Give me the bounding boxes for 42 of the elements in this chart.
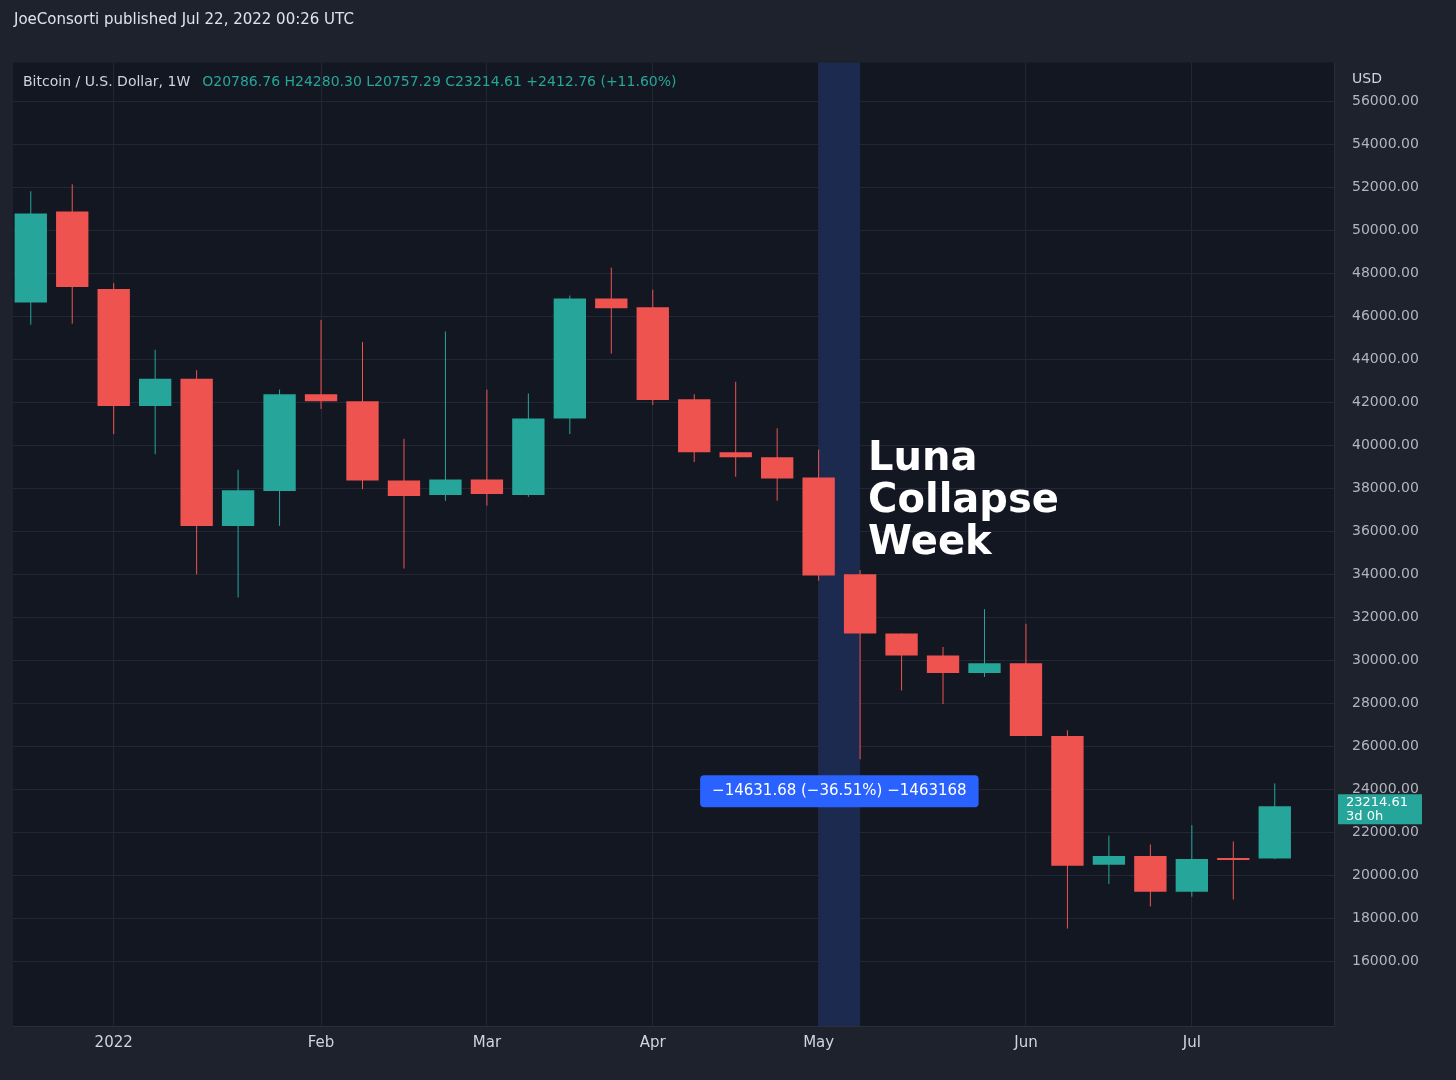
y-tick-label: 48000.00 bbox=[1352, 263, 1419, 280]
annotation: −14631.68 (−36.51%) −1463168 bbox=[712, 781, 967, 800]
y-tick-label: 20000.00 bbox=[1352, 866, 1419, 883]
y-tick-label: 42000.00 bbox=[1352, 392, 1419, 409]
y-tick-label: 40000.00 bbox=[1352, 435, 1419, 452]
x-tick-label: Mar bbox=[472, 1032, 502, 1051]
y-axis-title: USD bbox=[1352, 70, 1382, 87]
y-tick-label: 46000.00 bbox=[1352, 306, 1419, 323]
annotation: Luna Collapse Week bbox=[868, 432, 1059, 563]
y-tick-label: 44000.00 bbox=[1352, 349, 1419, 366]
candlestick bbox=[968, 608, 1001, 678]
y-tick-label: 52000.00 bbox=[1352, 177, 1419, 194]
y-tick-label: 22000.00 bbox=[1352, 823, 1419, 840]
candlestick bbox=[595, 267, 628, 355]
candlestick bbox=[387, 438, 421, 570]
y-tick-label: 56000.00 bbox=[1352, 91, 1419, 108]
y-tick-label: 36000.00 bbox=[1352, 521, 1419, 538]
candlestick bbox=[470, 389, 504, 507]
text: 3d 0h bbox=[1346, 807, 1384, 823]
x-tick-label: May bbox=[803, 1032, 835, 1051]
y-tick-label: 28000.00 bbox=[1352, 694, 1419, 711]
text: Bitcoin / U.S. Dollar, 1W bbox=[23, 73, 191, 90]
y-tick-label: 16000.00 bbox=[1352, 952, 1419, 969]
y-tick-label: 32000.00 bbox=[1352, 607, 1419, 624]
x-tick-label: Jun bbox=[1013, 1032, 1038, 1051]
y-tick-label: 38000.00 bbox=[1352, 478, 1419, 495]
y-tick-label: 34000.00 bbox=[1352, 564, 1419, 581]
x-tick-label: Jul bbox=[1181, 1032, 1201, 1051]
y-tick-label: 54000.00 bbox=[1352, 134, 1419, 151]
annotation: O20786.76 H24280.30 L20757.29 C23214.61 +2412.76 (+11.60%) bbox=[202, 73, 677, 90]
y-tick-label: 26000.00 bbox=[1352, 737, 1419, 754]
candlestick bbox=[1217, 840, 1250, 901]
candlestick bbox=[719, 381, 752, 478]
y-tick-label: 18000.00 bbox=[1352, 909, 1419, 926]
y-tick-label: 50000.00 bbox=[1352, 220, 1419, 237]
candlestick bbox=[304, 319, 338, 410]
x-tick-label: Apr bbox=[639, 1032, 667, 1051]
x-tick-label: Feb bbox=[307, 1032, 335, 1051]
candlestick bbox=[429, 330, 462, 502]
chart-title: JoeConsorti published Jul 22, 2022 00:26 UTC bbox=[12, 9, 355, 30]
x-tick-label: 2022 bbox=[94, 1032, 133, 1051]
y-tick-label: 30000.00 bbox=[1352, 650, 1419, 667]
